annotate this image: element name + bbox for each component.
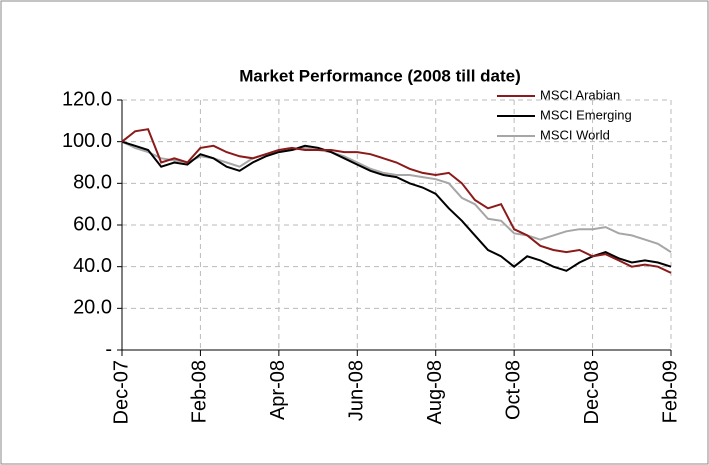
x-tick-label: Aug-08: [424, 360, 446, 425]
y-tick-label: 100.0: [62, 130, 112, 152]
series-line: [121, 128, 672, 274]
x-tick-label: Feb-08: [189, 360, 211, 423]
legend-label: MSCI Emerging: [540, 107, 632, 122]
x-tick-label: Dec-08: [581, 360, 603, 424]
y-tick-label: -: [105, 338, 112, 360]
y-tick-label: 60.0: [73, 213, 112, 235]
x-tick-label: Feb-09: [659, 360, 681, 423]
y-tick-label: 40.0: [73, 255, 112, 277]
y-tick-label: 120.0: [62, 88, 112, 110]
chart-title: Market Performance (2008 till date): [239, 66, 521, 85]
legend-label: MSCI Arabian: [540, 87, 620, 102]
x-tick-label: Apr-08: [267, 360, 289, 420]
x-tick-label: Dec-07: [110, 360, 132, 424]
legend-label: MSCI World: [540, 127, 610, 142]
y-tick-label: 80.0: [73, 172, 112, 194]
y-tick-label: 20.0: [73, 297, 112, 319]
series-line: [121, 140, 672, 272]
x-tick-label: Jun-08: [346, 360, 368, 421]
x-tick-label: Oct-08: [502, 360, 524, 420]
